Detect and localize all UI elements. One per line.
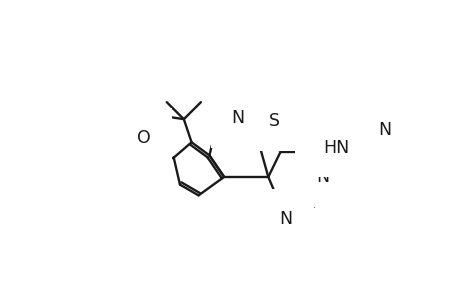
Text: O: O xyxy=(137,129,151,147)
Text: N: N xyxy=(231,110,244,128)
Text: N: N xyxy=(279,210,292,228)
Text: N: N xyxy=(377,121,390,139)
Text: S: S xyxy=(269,112,280,130)
Text: HN: HN xyxy=(323,139,349,157)
Text: N: N xyxy=(315,168,328,186)
